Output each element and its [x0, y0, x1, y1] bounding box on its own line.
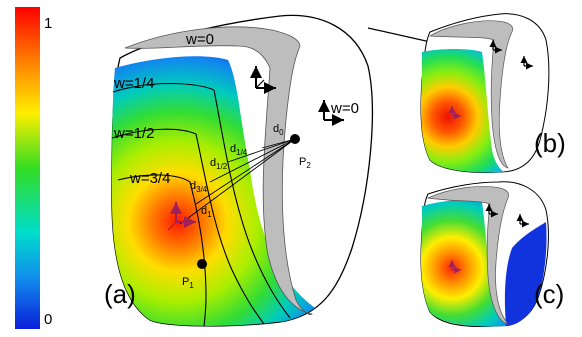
- colorbar: [15, 7, 40, 329]
- point-p2: [290, 134, 300, 144]
- point-p1: [197, 259, 207, 269]
- axes-icon-b-bone: [489, 40, 502, 54]
- panel-c: (c): [420, 181, 564, 327]
- panel-a: w=0 w=1/4 w=1/2 w=3/4 w=0 d0 d1/4 d1/2 d…: [104, 14, 373, 327]
- label-d-three-quarter: d3/4: [190, 180, 208, 194]
- label-d0: d0: [273, 123, 284, 137]
- label-p1: P1: [182, 276, 194, 290]
- dist-line-d1: [179, 138, 296, 225]
- colorbar-min-label: 0: [44, 311, 52, 328]
- axes-icon-hotspot: [167, 202, 196, 231]
- axes-icon-c-hotspot: [448, 260, 461, 274]
- dist-line-d-three-quarter: [195, 138, 296, 205]
- label-w0-right: w=0: [330, 100, 359, 117]
- axes-icon-right: [318, 100, 344, 126]
- panel-label-c: (c): [534, 279, 564, 309]
- label-d-half: d1/2: [210, 157, 228, 171]
- axes-icon-c-right: [516, 214, 529, 228]
- axes-icon-b-hotspot: [448, 106, 461, 120]
- bone-structure-a: [124, 26, 313, 315]
- label-p2: P2: [299, 156, 311, 170]
- contour-w-three-quarter: [117, 174, 207, 327]
- contour-w-quarter: [112, 83, 291, 319]
- colorbar-max-label: 1: [44, 15, 52, 32]
- heat-field-c: [420, 199, 510, 327]
- heat-field-a: [112, 56, 315, 326]
- axes-icon-bone: [250, 66, 276, 94]
- label-w-three-quarter: w=3/4: [129, 170, 170, 187]
- cold-region-c: [504, 222, 547, 326]
- dist-line-d-half: [209, 138, 296, 183]
- label-d-quarter: d1/4: [230, 143, 248, 157]
- heat-field-b: [420, 49, 504, 173]
- panel-label-b: (b): [534, 128, 566, 158]
- label-w-half: w=1/2: [113, 125, 154, 142]
- axes-icon-b-right: [520, 56, 533, 70]
- label-d1: d1: [201, 205, 212, 219]
- contour-w-half: [111, 128, 265, 325]
- label-w-quarter: w=1/4: [113, 75, 154, 92]
- panel-b: (b): [420, 13, 566, 173]
- label-w0-top: w=0: [185, 31, 214, 48]
- dist-line-d-quarter: [227, 138, 296, 163]
- axes-icon-c-bone: [485, 204, 498, 218]
- panel-label-a: (a): [104, 279, 136, 309]
